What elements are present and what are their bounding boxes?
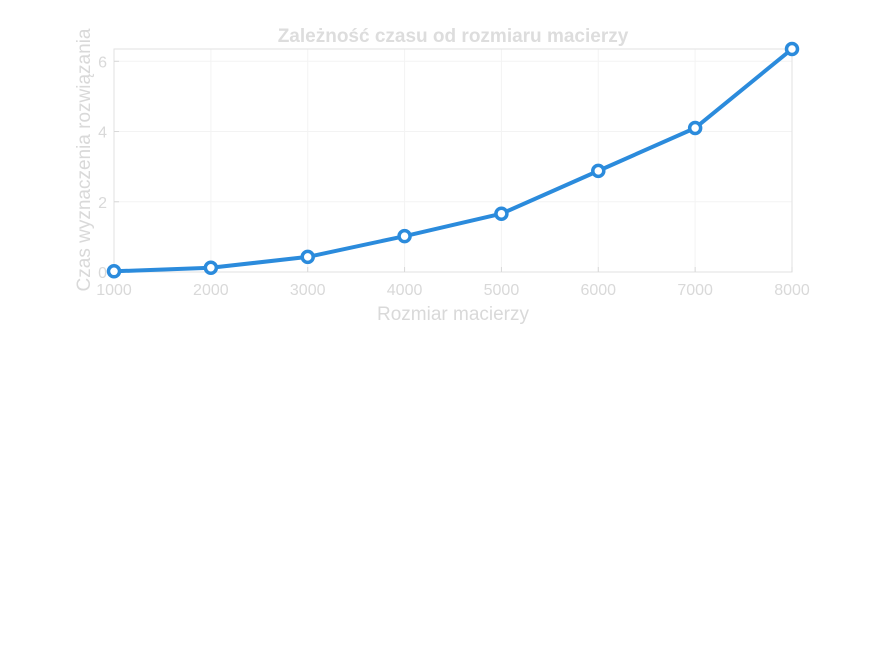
x-tick-label: 4000 [387, 282, 423, 299]
data-point [203, 260, 219, 276]
data-point [397, 228, 412, 244]
series-layer [106, 41, 800, 279]
data-point [591, 163, 606, 179]
x-tick-label: 8000 [774, 282, 810, 299]
data-point [784, 41, 800, 57]
series-line [112, 47, 794, 274]
x-tick-label: 2000 [193, 282, 229, 299]
y-tick-label: 6 [98, 54, 107, 71]
axis-ticks: 1000 2000 3000 4000 5000 6000 7000 8000 0 2 4 6 [96, 54, 810, 299]
x-tick-label: 6000 [580, 282, 616, 299]
data-point [106, 264, 122, 279]
data-point [687, 120, 703, 136]
data-point [494, 206, 509, 221]
chart-title: Zależność czasu od rozmiaru macierzy [278, 26, 629, 47]
x-axis-label: Rozmiar macierzy [377, 304, 530, 325]
x-tick-label: 1000 [96, 282, 132, 299]
y-tick-label: 4 [98, 125, 107, 142]
y-tick-label: 2 [98, 195, 107, 212]
y-axis-label: Czas wyznaczenia rozwiązania [74, 28, 95, 291]
data-point [300, 249, 315, 265]
x-tick-label: 7000 [677, 282, 713, 299]
grid [113, 49, 793, 273]
x-tick-label: 3000 [290, 282, 326, 299]
x-tick-label: 5000 [484, 282, 520, 299]
y-tick-label: 0 [98, 265, 107, 282]
plot-area-frame [113, 48, 793, 273]
